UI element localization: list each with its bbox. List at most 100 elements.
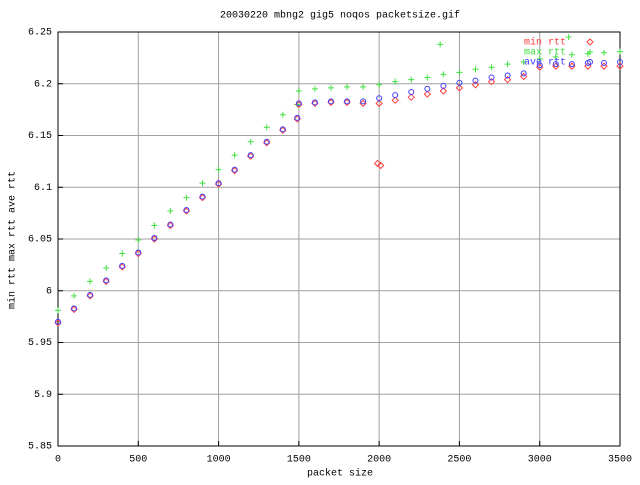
data-point [199,193,206,200]
y-tick-label: 5.85 [28,442,52,453]
data-point [55,307,61,314]
y-tick-label: 6.05 [28,235,52,246]
data-point [408,76,415,83]
data-point [263,138,270,145]
data-point [471,81,480,89]
data-point [376,81,383,88]
data-point [504,72,511,79]
data-point [568,51,575,58]
data-point [295,87,302,94]
y-tick-label: 6.15 [28,131,52,142]
data-point [440,71,447,78]
x-axis-label: packet size [307,468,373,480]
y-tick-label: 6.2 [34,79,52,90]
data-point [344,98,351,105]
data-point [71,305,78,312]
data-point [247,138,254,145]
data-point [377,161,385,170]
data-point [373,159,382,168]
data-point [376,95,383,102]
x-tick-label: 1000 [207,455,231,466]
data-point [215,180,222,187]
plot-frame [57,31,621,447]
data-point [311,99,318,106]
legend-marker [587,49,593,55]
data-point [167,221,174,228]
data-point [488,74,495,81]
data-point [87,278,94,285]
data-point [279,111,286,118]
data-point [424,85,431,92]
legend-marker [586,38,594,46]
x-tick-label: 3500 [608,455,632,466]
data-point [407,93,415,101]
data-point [600,60,607,67]
data-point [119,262,126,269]
legend-label: ave rtt [524,58,566,69]
x-tick-label: 0 [55,455,61,466]
data-point [279,126,286,133]
data-point [294,114,301,121]
data-point [617,48,623,55]
data-point [327,98,334,105]
data-point [616,62,624,70]
data-point [135,249,142,256]
data-point [71,292,78,299]
data-point [199,180,206,187]
y-tick-label: 5.9 [34,390,52,401]
data-point [183,207,190,214]
data-point [392,78,399,85]
data-point [503,75,512,84]
data-point [472,66,479,73]
data-point [135,237,142,244]
data-point [424,74,431,81]
data-point [536,62,543,69]
data-point [87,291,94,298]
legend-label: min rtt [524,37,566,49]
data-point [375,99,383,108]
data-point [423,90,432,98]
data-point [55,318,61,325]
data-point [488,64,495,71]
data-point [565,34,572,41]
data-point [456,79,463,86]
data-point [439,87,448,95]
data-point [151,234,158,241]
data-point [455,84,464,92]
data-point [504,61,511,68]
data-point [231,152,238,159]
legend-marker [587,59,593,65]
x-tick-label: 2500 [447,455,471,466]
y-tick-label: 6.1 [34,183,52,194]
data-point [520,70,527,77]
data-point [360,98,367,105]
data-point [295,100,302,107]
x-tick-label: 1500 [287,455,311,466]
data-point [263,124,270,131]
data-point [552,53,559,60]
data-point [231,166,238,173]
data-point [167,208,174,215]
data-point [327,84,334,91]
data-point [408,89,415,96]
data-point [487,77,496,86]
data-point [536,55,543,62]
data-point [520,59,527,66]
y-tick-label: 6.25 [28,28,52,39]
data-point [360,83,367,90]
data-point [247,152,254,159]
data-point [215,166,222,173]
data-point [183,194,190,201]
data-point [392,92,399,99]
data-point [617,59,623,66]
data-point [472,77,479,84]
data-point [600,49,607,56]
data-point [437,41,444,48]
legend-label: max rtt [524,48,566,59]
data-point [119,250,126,257]
data-point [456,69,463,76]
y-axis-label: min rtt max rtt ave rtt [7,171,19,309]
y-tick-label: 6 [46,286,52,297]
